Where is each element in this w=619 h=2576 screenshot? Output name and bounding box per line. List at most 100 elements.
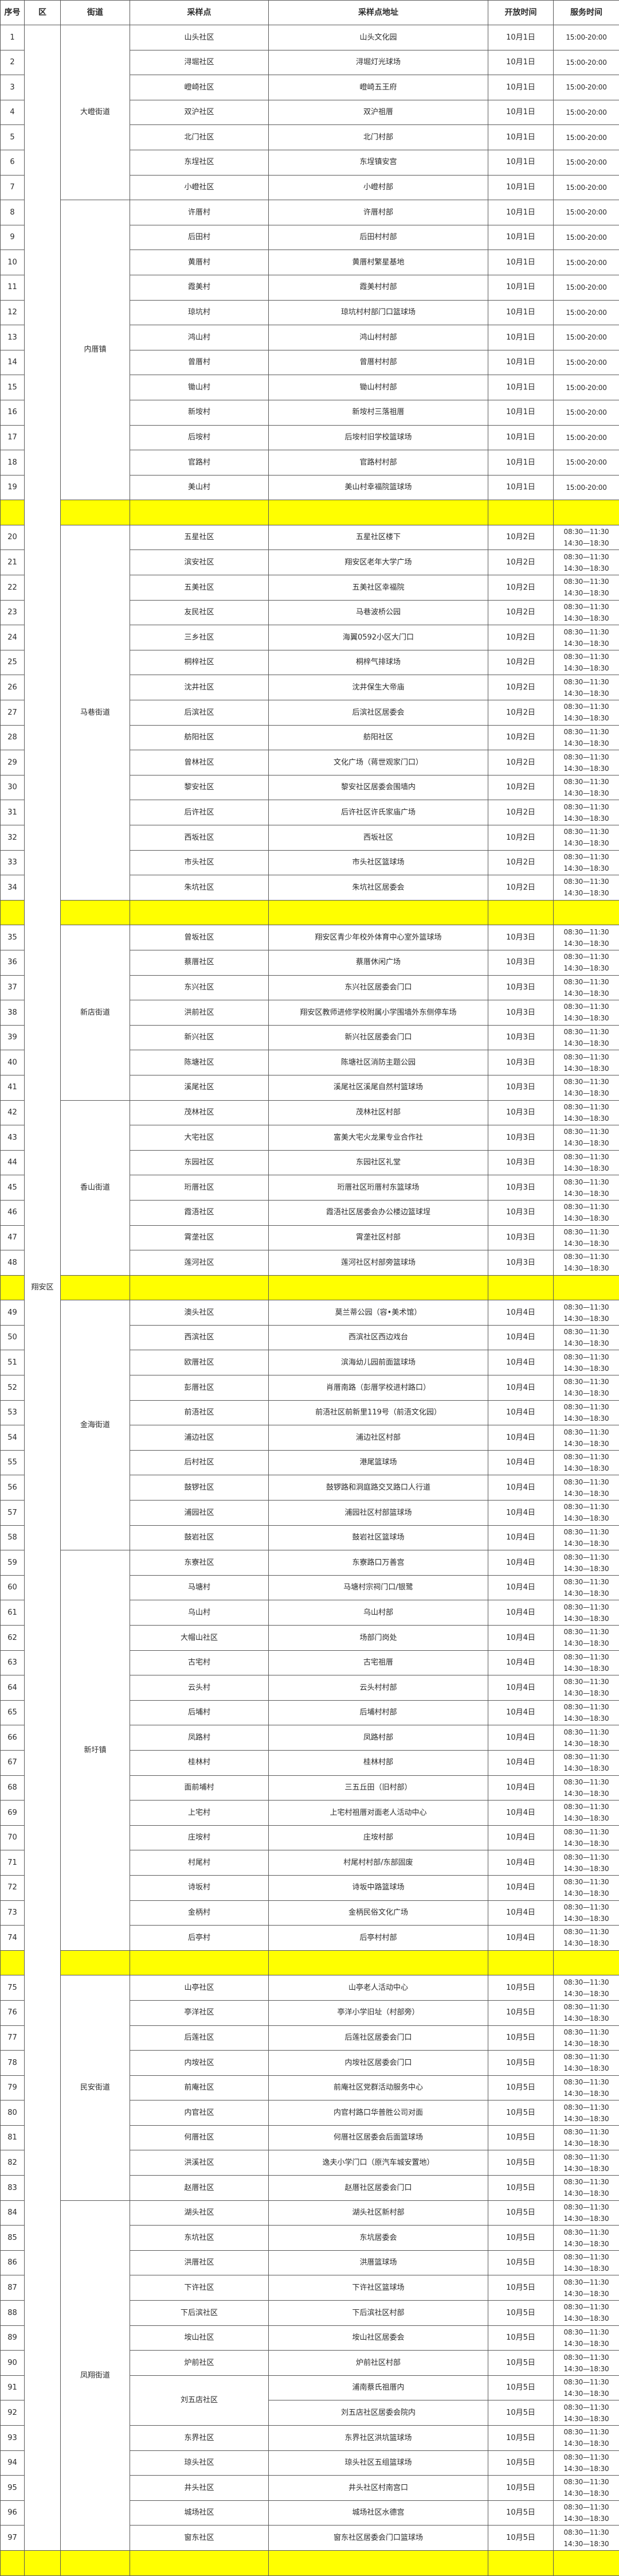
date-cell: 10月4日 [488,1650,554,1675]
service-time-line: 14:30—18:30 [554,1137,619,1149]
address-cell: 村尾村村部/东部固废 [269,1850,488,1876]
date-cell: 10月4日 [488,1575,554,1600]
site-cell: 浦园社区 [130,1501,269,1526]
service-time-line: 14:30—18:30 [554,1913,619,1924]
address-cell: 赵厝社区居委会门口 [269,2176,488,2201]
site-cell: 北门社区 [130,125,269,150]
service-time-line: 14:30—18:30 [554,2288,619,2300]
site-cell: 友民社区 [130,600,269,625]
blank-cell [554,2550,619,2575]
service-time-line: 08:30—11:30 [554,1301,619,1313]
date-cell: 10月3日 [488,1100,554,1125]
date-cell: 10月1日 [488,75,554,100]
row-number: 97 [1,2526,25,2551]
date-cell: 10月3日 [488,1225,554,1250]
date-cell: 10月2日 [488,875,554,901]
row-number: 50 [1,1325,25,1350]
service-time-line: 08:30—11:30 [554,751,619,763]
service-time-line: 08:30—11:30 [554,1676,619,1688]
date-cell: 10月4日 [488,1375,554,1401]
row-number: 60 [1,1575,25,1600]
row-number: 17 [1,425,25,450]
blank-cell [554,1950,619,1975]
date-cell: 10月4日 [488,1675,554,1701]
address-cell: 锄山村村部 [269,375,488,400]
service-time-line: 14:30—18:30 [554,2013,619,2024]
address-cell: 鼓岩社区篮球场 [269,1525,488,1550]
site-cell: 曾林社区 [130,750,269,775]
row-number: 68 [1,1775,25,1801]
service-time-line: 14:30—18:30 [554,1388,619,1399]
address-cell: 东界社区洪坑篮球场 [269,2426,488,2451]
date-cell: 10月1日 [488,125,554,150]
site-cell: 市头社区 [130,850,269,875]
date-cell: 10月4日 [488,1926,554,1951]
service-time-line: 08:30—11:30 [554,2201,619,2213]
site-cell: 朱坑社区 [130,875,269,901]
address-cell: 黄厝村繁星基地 [269,250,488,275]
address-cell: 三五丘田（旧村部） [269,1775,488,1801]
service-time-line: 08:30—11:30 [554,1351,619,1363]
service-time-line: 08:30—11:30 [554,1401,619,1413]
service-time-line: 14:30—18:30 [554,1863,619,1874]
service-time-line: 14:30—18:30 [554,613,619,624]
street-cell: 金海街道 [61,1300,130,1550]
service-time-line: 14:30—18:30 [554,863,619,874]
service-time-line: 08:30—11:30 [554,1576,619,1588]
date-cell: 10月1日 [488,275,554,300]
blank-separator-row [1,900,619,925]
date-cell: 10月4日 [488,1550,554,1576]
site-cell: 后垵村 [130,425,269,450]
site-cell: 马塘村 [130,1575,269,1600]
header-address: 采样点地址 [269,1,488,25]
address-cell: 西坂社区 [269,825,488,851]
service-time-cell: 15:00-20:00 [554,475,619,500]
site-cell: 小嶝社区 [130,175,269,200]
row-number: 75 [1,1975,25,2001]
row-number: 54 [1,1425,25,1451]
service-time-line: 08:30—11:30 [554,1001,619,1012]
service-time-line: 08:30—11:30 [554,1901,619,1913]
address-cell: 文化广场（蒋世观家门口） [269,750,488,775]
site-cell: 古宅村 [130,1650,269,1675]
address-cell: 官路村村部 [269,450,488,476]
address-cell: 翔安区青少年校外体育中心室外篮球场 [269,925,488,950]
blank-cell [1,2550,25,2575]
row-number: 53 [1,1400,25,1425]
service-time-line: 08:30—11:30 [554,851,619,863]
service-time-line: 14:30—18:30 [554,1638,619,1649]
blank-cell [130,1275,269,1300]
street-cell: 新圩镇 [61,1550,130,1951]
service-time-line: 14:30—18:30 [554,1563,619,1575]
row-number: 81 [1,2125,25,2150]
site-cell: 桐梓社区 [130,650,269,675]
service-time-line: 08:30—11:30 [554,926,619,938]
date-cell: 10月4日 [488,1525,554,1550]
date-cell: 10月1日 [488,475,554,500]
site-cell: 美山村 [130,475,269,500]
service-time-line: 08:30—11:30 [554,1626,619,1638]
site-cell: 官路村 [130,450,269,476]
service-time-line: 08:30—11:30 [554,876,619,887]
service-time-line: 14:30—18:30 [554,1262,619,1274]
service-time-line: 08:30—11:30 [554,1076,619,1088]
date-cell: 10月1日 [488,425,554,450]
date-cell: 10月4日 [488,1600,554,1626]
